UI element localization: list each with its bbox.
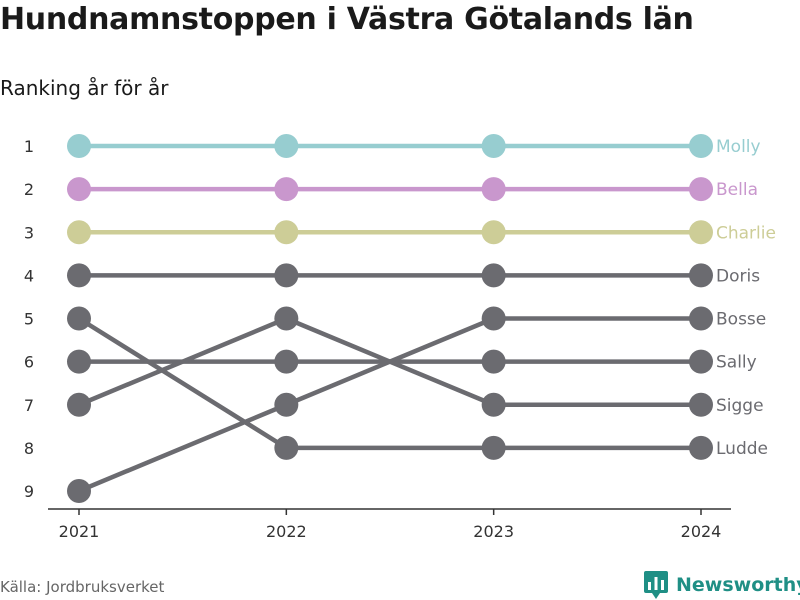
- y-tick-label: 3: [24, 223, 34, 242]
- series-line: [76, 316, 704, 407]
- y-tick-label: 7: [24, 396, 34, 415]
- data-point: [274, 349, 299, 374]
- data-point: [481, 435, 506, 460]
- chart-title: Hundnamnstoppen i Västra Götalands län: [0, 2, 694, 37]
- brand-logo[interactable]: Newsworthy: [644, 570, 800, 600]
- y-tick-label: 4: [24, 266, 34, 285]
- data-point: [481, 220, 506, 245]
- data-point: [689, 392, 713, 417]
- data-point: [274, 134, 299, 158]
- series-molly: Molly: [67, 134, 761, 158]
- series-bella: Bella: [67, 177, 758, 202]
- y-tick-label: 2: [24, 180, 34, 199]
- data-point: [481, 349, 506, 374]
- series-label: Charlie: [716, 223, 776, 243]
- data-point: [689, 177, 713, 202]
- data-point: [274, 306, 299, 331]
- series-label: Molly: [716, 137, 761, 157]
- x-tick-label: 2023: [473, 522, 514, 541]
- data-point: [481, 134, 506, 158]
- series-ludde: Ludde: [67, 306, 768, 460]
- series-charlie: Charlie: [67, 220, 776, 245]
- series-doris: Doris: [67, 263, 760, 288]
- data-point: [689, 220, 713, 245]
- series-label: Bella: [716, 180, 758, 200]
- data-point: [481, 263, 506, 288]
- series-label: Ludde: [716, 439, 768, 459]
- data-point: [481, 392, 506, 417]
- data-point: [67, 177, 91, 202]
- y-tick-label: 5: [24, 310, 34, 329]
- data-point: [689, 134, 713, 158]
- data-point: [689, 435, 713, 460]
- y-tick-label: 1: [24, 137, 34, 156]
- brand-name: Newsworthy: [676, 574, 800, 596]
- data-point: [67, 220, 91, 245]
- x-tick-label: 2022: [266, 522, 307, 541]
- x-tick-label: 2024: [681, 522, 722, 541]
- series-label: Bosse: [716, 310, 766, 330]
- y-tick-label: 6: [24, 353, 34, 372]
- series-label: Sigge: [716, 396, 764, 416]
- series-line: [76, 316, 704, 451]
- data-point: [67, 349, 91, 374]
- data-point: [67, 479, 91, 503]
- data-point: [689, 263, 713, 288]
- data-point: [274, 177, 299, 202]
- y-tick-label: 9: [24, 482, 34, 501]
- newsworthy-logo-icon: [644, 571, 668, 599]
- data-point: [274, 263, 299, 288]
- data-point: [67, 134, 91, 158]
- series-label: Sally: [716, 353, 757, 373]
- data-point: [67, 306, 91, 331]
- data-point: [689, 306, 713, 331]
- data-point: [274, 392, 299, 417]
- series-label: Doris: [716, 266, 760, 286]
- x-tick-label: 2021: [59, 522, 100, 541]
- data-point: [481, 306, 506, 331]
- data-point: [274, 435, 299, 460]
- y-tick-label: 8: [24, 439, 34, 458]
- source-note: Källa: Jordbruksverket: [0, 578, 165, 596]
- series-sigge: Sigge: [67, 306, 764, 417]
- data-point: [274, 220, 299, 245]
- chart-subtitle: Ranking år för år: [0, 76, 169, 100]
- data-point: [67, 392, 91, 417]
- data-point: [481, 177, 506, 202]
- data-point: [689, 349, 713, 374]
- data-point: [67, 263, 91, 288]
